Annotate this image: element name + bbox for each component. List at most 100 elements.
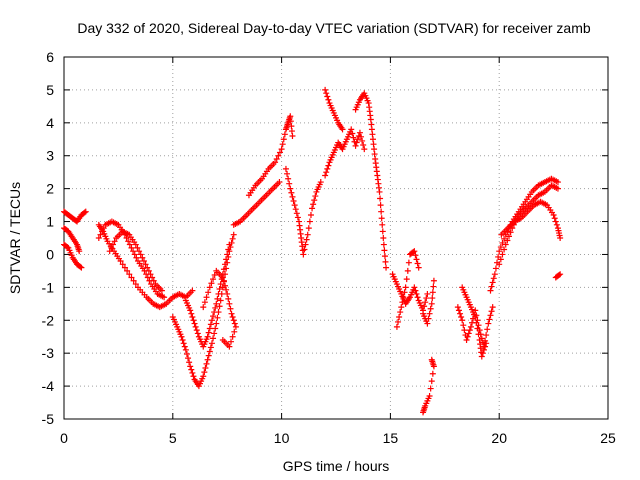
data-point (412, 252, 419, 259)
data-point (292, 206, 299, 213)
series-sat-q (393, 248, 422, 330)
data-point (356, 129, 363, 136)
data-point (294, 214, 301, 221)
data-point (76, 248, 83, 255)
x-tick-label: 5 (169, 430, 177, 446)
x-tick-label: 10 (274, 430, 290, 446)
data-point (312, 193, 319, 200)
data-point (124, 267, 131, 274)
data-point (415, 264, 422, 271)
data-point (187, 363, 194, 370)
data-point (383, 264, 390, 271)
data-point (219, 337, 226, 344)
data-point (81, 209, 88, 216)
data-point (322, 172, 329, 179)
data-point (380, 241, 387, 248)
data-point (108, 244, 115, 251)
data-point (354, 136, 361, 143)
data-point (226, 300, 233, 307)
y-tick-label: -2 (42, 312, 55, 328)
data-point (423, 295, 430, 302)
data-point (192, 323, 199, 330)
data-point (291, 202, 298, 209)
data-point (401, 289, 408, 296)
data-point (208, 317, 215, 324)
data-point (420, 409, 427, 416)
data-point (130, 248, 137, 255)
data-point (410, 248, 417, 255)
y-tick-label: 2 (46, 181, 54, 197)
data-point (179, 337, 186, 344)
data-point (77, 263, 84, 270)
x-tick-label: 25 (600, 430, 616, 446)
plot-frame (63, 56, 609, 420)
data-point (557, 271, 564, 278)
series-sat-o (352, 90, 390, 271)
data-point (126, 271, 133, 278)
data-point (458, 313, 465, 320)
data-point (398, 304, 405, 311)
data-point (128, 274, 135, 281)
data-point (111, 238, 118, 245)
data-point (303, 236, 310, 243)
data-point (285, 175, 292, 182)
series-sat-m (322, 126, 368, 179)
y-tick-label: 3 (46, 148, 54, 164)
data-point (307, 211, 314, 218)
data-point (377, 195, 384, 202)
y-axis-label: SDTVAR / TECUs (7, 182, 23, 294)
data-point (211, 309, 218, 316)
data-point (472, 313, 479, 320)
data-point (378, 215, 385, 222)
data-point (480, 346, 487, 353)
data-point (210, 313, 217, 320)
series-sat-l (282, 165, 324, 258)
series-sat-n (322, 86, 346, 133)
data-point (464, 333, 471, 340)
data-point (499, 251, 506, 258)
data-point (488, 283, 495, 290)
data-point (323, 169, 330, 176)
data-point (424, 320, 431, 327)
data-point (228, 310, 235, 317)
data-point (483, 332, 490, 339)
data-point (427, 385, 434, 392)
data-point (352, 142, 359, 149)
data-point (212, 325, 219, 332)
data-point (231, 320, 238, 327)
data-point (217, 281, 224, 288)
data-point (229, 235, 236, 242)
data-point (322, 86, 329, 93)
series-sat-u (459, 284, 490, 360)
data-point (425, 315, 432, 322)
data-point (463, 337, 470, 344)
data-point (377, 202, 384, 209)
data-point (119, 261, 126, 268)
data-point (475, 331, 482, 338)
data-point (550, 211, 557, 218)
y-tick-label: 4 (46, 115, 54, 131)
series-sat-g (169, 231, 237, 390)
data-point (132, 241, 139, 248)
data-point (457, 310, 464, 317)
data-point (324, 165, 331, 172)
data-point (287, 185, 294, 192)
data-point (460, 322, 467, 329)
data-point (353, 139, 360, 146)
data-point (203, 360, 210, 367)
series-sat-a (61, 241, 85, 271)
data-point (223, 256, 230, 263)
data-point (100, 225, 107, 232)
data-point (478, 353, 485, 360)
data-point (193, 327, 200, 334)
data-point (228, 338, 235, 345)
data-point (557, 235, 564, 241)
data-point (134, 244, 141, 251)
data-point (224, 251, 231, 258)
x-tick-label: 0 (60, 430, 68, 446)
data-point (280, 136, 287, 143)
data-point (397, 309, 404, 316)
data-point (405, 259, 412, 266)
data-point (455, 307, 462, 314)
data-point (325, 162, 332, 169)
